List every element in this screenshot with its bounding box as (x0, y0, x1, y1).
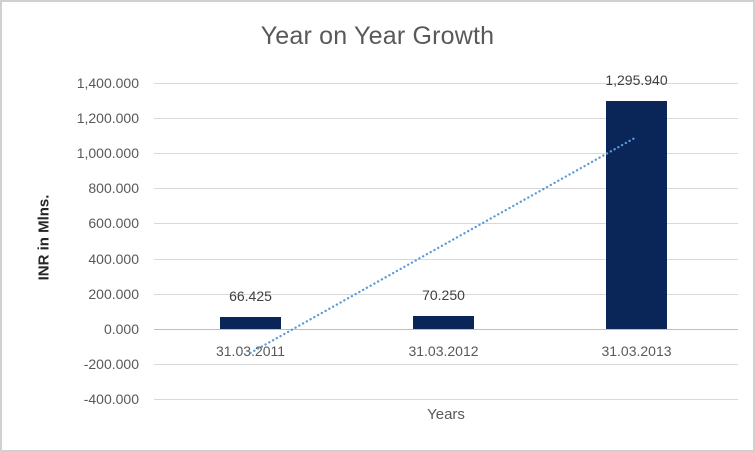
y-tick-label: -200.000 (83, 355, 139, 372)
chart-title: Year on Year Growth (260, 22, 495, 50)
gridline (154, 118, 738, 120)
y-tick-label: 600.000 (88, 215, 139, 232)
bar (606, 101, 667, 329)
category-label: 31.03.2011 (215, 343, 286, 359)
x-axis-title: Years (427, 406, 465, 423)
gridline (154, 399, 738, 400)
bar-value-label: 70.250 (422, 287, 465, 304)
bar-value-label: 66.425 (229, 288, 272, 305)
y-tick-label: 1,000.000 (76, 145, 139, 162)
y-tick-label: 800.000 (88, 180, 139, 197)
y-tick-label: 1,400.000 (76, 75, 139, 91)
y-axis-title: INR in Mlns. (35, 194, 53, 281)
y-tick-label: -400.000 (83, 391, 139, 407)
category-label: 31.03.2013 (601, 343, 672, 359)
y-tick-label: 200.000 (88, 285, 139, 302)
bar-value-label: 1,295.940 (605, 72, 668, 89)
gridline (154, 363, 738, 365)
axis-line (154, 328, 738, 330)
y-tick-label: 0.000 (103, 320, 139, 337)
y-tick-label: 400.000 (88, 250, 139, 267)
y-tick-label: 1,200.000 (76, 110, 139, 127)
category-label: 31.03.2012 (408, 343, 479, 359)
bar (413, 316, 474, 329)
bar (220, 317, 281, 329)
gridline (154, 83, 738, 84)
